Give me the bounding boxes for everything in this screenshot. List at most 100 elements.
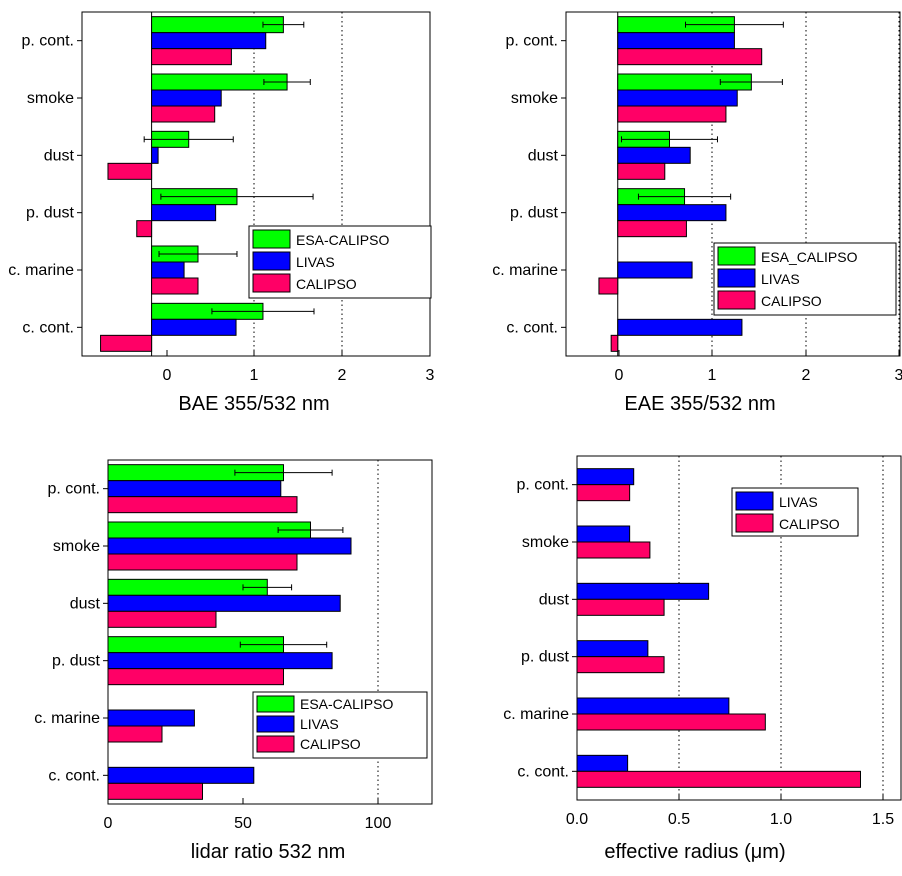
category-label: dust bbox=[70, 595, 101, 612]
bar-calipso bbox=[151, 48, 232, 66]
bar-livas bbox=[107, 537, 352, 555]
chart-panel-4: 0.0 0.5 1.0 1.5 p. cont. smoke dust p. dust c. m… bbox=[503, 455, 902, 863]
bar-calipso bbox=[576, 770, 861, 788]
plot-frame bbox=[565, 11, 901, 357]
x-tick-label: 3 bbox=[895, 367, 902, 384]
chart-panel-1: 0 1 2 3 p. cont. smoke dust p. dust c. marine c. … bbox=[8, 11, 435, 415]
category-label: p. dust bbox=[52, 653, 101, 670]
x-axis-title: EAE 355/532 nm bbox=[624, 393, 775, 415]
bar-livas bbox=[151, 204, 217, 222]
bar-calipso bbox=[107, 496, 298, 514]
category-label: c. cont. bbox=[22, 319, 74, 336]
category-label: smoke bbox=[522, 534, 569, 551]
bar-livas bbox=[151, 146, 159, 164]
legend-label: LIVAS bbox=[779, 494, 818, 510]
bar-livas bbox=[107, 652, 333, 670]
bar-livas bbox=[576, 468, 635, 486]
x-tick-label: 50 bbox=[234, 815, 252, 832]
plot-frame bbox=[107, 459, 433, 805]
bar-livas bbox=[617, 32, 735, 50]
legend-label: CALIPSO bbox=[761, 293, 822, 309]
category-label: smoke bbox=[27, 90, 74, 107]
bar-livas bbox=[617, 261, 693, 279]
bar-livas bbox=[617, 318, 743, 336]
bar-calipso bbox=[617, 105, 727, 123]
legend-label: LIVAS bbox=[300, 716, 339, 732]
bar-livas bbox=[107, 709, 195, 727]
x-tick-label: 1.5 bbox=[872, 811, 894, 828]
legend-swatch bbox=[735, 491, 774, 511]
legend-swatch bbox=[256, 735, 295, 753]
bar-calipso bbox=[107, 782, 203, 800]
category-label: dust bbox=[44, 147, 75, 164]
x-tick-label: 0 bbox=[163, 367, 172, 384]
bar-calipso bbox=[617, 48, 763, 66]
category-label: c. marine bbox=[34, 710, 100, 727]
bar-livas bbox=[617, 204, 727, 222]
legend-swatch bbox=[256, 695, 295, 713]
legend: LIVAS CALIPSO bbox=[731, 487, 859, 537]
bar-calipso bbox=[107, 553, 298, 571]
x-tick-label: 2 bbox=[338, 367, 347, 384]
legend-swatch bbox=[252, 273, 291, 293]
x-tick-label: 0 bbox=[615, 367, 624, 384]
category-label: c. marine bbox=[492, 262, 558, 279]
bar-calipso bbox=[100, 334, 153, 352]
category-label: c. marine bbox=[503, 706, 569, 723]
x-tick-label: 100 bbox=[365, 815, 392, 832]
bar-livas bbox=[107, 594, 341, 612]
bar-calipso bbox=[598, 277, 619, 295]
category-label: p. dust bbox=[510, 205, 559, 222]
x-axis-title: effective radius (μm) bbox=[604, 841, 785, 863]
x-tick-label: 1.0 bbox=[770, 811, 792, 828]
category-label: smoke bbox=[53, 538, 100, 555]
category-label: p. cont. bbox=[22, 33, 74, 50]
bar-livas bbox=[107, 480, 282, 498]
legend-swatch bbox=[252, 251, 291, 271]
bar-calipso bbox=[107, 162, 153, 180]
bar-calipso bbox=[576, 713, 766, 731]
category-label: c. marine bbox=[8, 262, 74, 279]
chart-panel-2: 0 1 2 3 p. cont. smoke dust p. dust c. marine c. … bbox=[492, 11, 902, 415]
category-label: c. cont. bbox=[517, 763, 569, 780]
legend: ESA-CALIPSO LIVAS CALIPSO bbox=[248, 225, 432, 299]
bar-calipso bbox=[151, 105, 216, 123]
x-tick-label: 0.0 bbox=[566, 811, 588, 828]
legend-label: ESA-CALIPSO bbox=[296, 232, 389, 248]
bar-livas bbox=[107, 766, 255, 784]
bar-calipso bbox=[576, 541, 651, 559]
category-label: p. cont. bbox=[48, 481, 100, 498]
x-tick-label: 3 bbox=[426, 367, 435, 384]
bar-livas bbox=[576, 640, 649, 658]
bar-calipso bbox=[107, 725, 163, 743]
bar-livas bbox=[576, 525, 631, 543]
bar-calipso bbox=[576, 598, 665, 616]
x-tick-label: 0.5 bbox=[668, 811, 690, 828]
category-label: smoke bbox=[511, 90, 558, 107]
legend: ESA-CALIPSO LIVAS CALIPSO bbox=[252, 691, 428, 759]
legend-swatch bbox=[717, 268, 756, 288]
bar-livas bbox=[576, 582, 710, 600]
x-axis-title: BAE 355/532 nm bbox=[178, 393, 329, 415]
bar-livas bbox=[151, 261, 185, 279]
bar-livas bbox=[151, 318, 237, 336]
category-label: p. dust bbox=[26, 205, 75, 222]
bar-livas bbox=[151, 32, 267, 50]
legend-swatch bbox=[735, 513, 774, 533]
legend-label: CALIPSO bbox=[296, 276, 357, 292]
bar-calipso bbox=[610, 334, 619, 352]
category-label: p. cont. bbox=[506, 33, 558, 50]
plot-frame bbox=[576, 455, 902, 801]
bar-calipso bbox=[576, 484, 631, 502]
bar-calipso bbox=[136, 220, 153, 238]
bar-calipso bbox=[617, 220, 687, 238]
bar-livas bbox=[576, 697, 730, 715]
x-tick-label: 0 bbox=[104, 815, 113, 832]
bar-calipso bbox=[107, 668, 284, 686]
bar-calipso bbox=[617, 162, 666, 180]
legend-label: ESA-CALIPSO bbox=[300, 696, 393, 712]
legend-swatch bbox=[717, 290, 756, 310]
bar-livas bbox=[617, 146, 691, 164]
category-label: c. cont. bbox=[506, 319, 558, 336]
